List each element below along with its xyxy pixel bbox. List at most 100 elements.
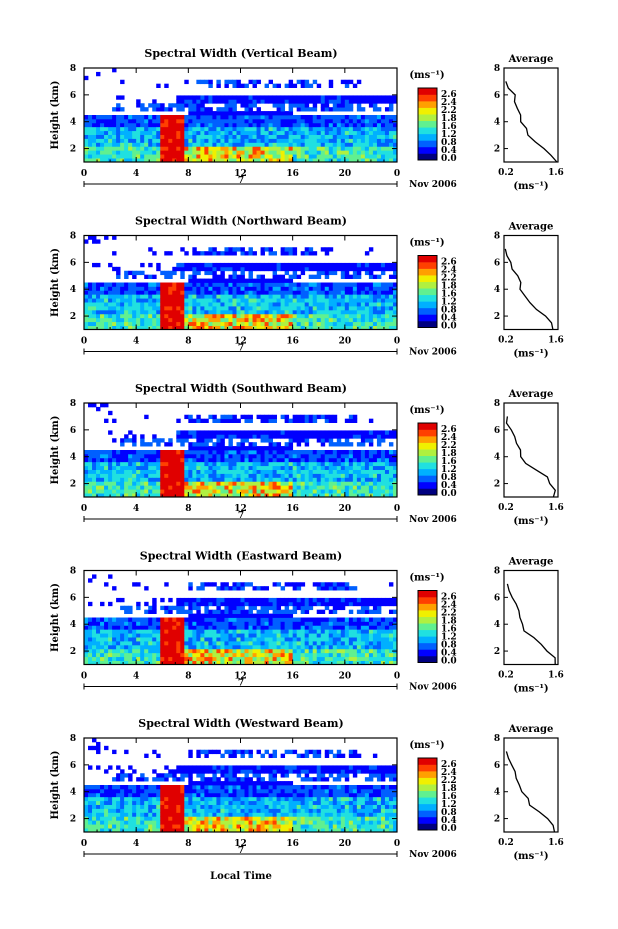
- heatmap-cell: [220, 438, 225, 443]
- heatmap-cell: [320, 270, 326, 276]
- heatmap-cell: [372, 309, 378, 315]
- heatmap-cell: [252, 621, 257, 626]
- profile-y-tick-label: 2: [494, 145, 500, 155]
- heatmap-cell: [280, 122, 286, 128]
- heatmap-cell: [300, 115, 306, 120]
- heatmap-cell: [280, 262, 286, 268]
- heatmap-cell: [184, 477, 189, 482]
- heatmap-cell: [112, 302, 117, 307]
- heatmap-cell: [312, 313, 318, 319]
- heatmap-cell: [360, 461, 366, 467]
- heatmap-cell: [184, 154, 189, 159]
- heatmap-cell: [352, 154, 358, 159]
- heatmap-cell: [232, 95, 237, 100]
- heatmap-cell: [152, 142, 157, 147]
- heatmap-cell: [128, 118, 133, 124]
- heatmap-cell: [148, 247, 153, 252]
- heatmap-cell: [128, 609, 133, 614]
- heatmap-cell: [224, 294, 229, 299]
- heatmap-cell: [220, 493, 225, 498]
- heatmap-cell: [224, 122, 229, 128]
- heatmap-cell: [208, 306, 213, 311]
- heatmap-cell: [388, 477, 394, 482]
- colorbar-swatch: [418, 468, 437, 476]
- heatmap-cell: [292, 489, 298, 494]
- heatmap-cell: [108, 656, 113, 661]
- heatmap-cell: [244, 126, 249, 132]
- heatmap-cell: [340, 306, 346, 311]
- heatmap-cell: [240, 461, 245, 467]
- heatmap-cell: [164, 477, 169, 482]
- heatmap-cell: [192, 262, 197, 268]
- heatmap-cell: [348, 282, 354, 287]
- heatmap-cell: [148, 142, 153, 147]
- heatmap-cell: [120, 453, 125, 459]
- heatmap-cell: [148, 298, 153, 303]
- heatmap-cell: [204, 302, 209, 307]
- heatmap-cell: [220, 278, 225, 283]
- heatmap-cell: [140, 107, 145, 112]
- colorbar-swatch: [418, 281, 437, 289]
- heatmap-cell: [356, 489, 362, 494]
- heatmap-cell: [100, 641, 105, 646]
- heatmap-cell: [184, 282, 189, 287]
- heatmap-cell: [176, 493, 181, 498]
- heatmap-cell: [260, 118, 265, 124]
- heatmap-cell: [140, 469, 145, 474]
- heatmap-cell: [284, 461, 290, 467]
- heatmap-cell: [184, 150, 189, 155]
- heatmap-cell: [320, 118, 326, 124]
- heatmap-cell: [220, 266, 225, 272]
- heatmap-cell: [148, 477, 153, 482]
- heatmap-cell: [332, 414, 338, 420]
- heatmap-cell: [284, 656, 290, 661]
- heatmap-cell: [320, 465, 326, 470]
- heatmap-cell: [260, 414, 265, 420]
- heatmap-cell: [304, 294, 310, 299]
- heatmap-cell: [272, 115, 278, 120]
- heatmap-cell: [220, 586, 225, 591]
- heatmap-cell: [156, 621, 161, 626]
- heatmap-cell: [316, 414, 322, 420]
- heatmap-cell: [344, 146, 350, 151]
- heatmap-cell: [200, 493, 205, 498]
- heatmap-cell: [320, 450, 326, 455]
- heatmap-cell: [104, 122, 109, 128]
- heatmap-cell: [196, 158, 201, 163]
- heatmap-cell: [352, 294, 358, 299]
- heatmap-cell: [248, 142, 253, 147]
- heatmap-cell: [280, 450, 286, 455]
- heatmap-cell: [164, 317, 169, 323]
- heatmap-cell: [196, 434, 201, 439]
- profile-y-tick-label: 2: [494, 480, 500, 490]
- heatmap-cell: [368, 418, 374, 423]
- heatmap-cell: [336, 122, 342, 128]
- heatmap-cell: [120, 95, 125, 100]
- heatmap-cell: [132, 309, 137, 315]
- heatmap-cell: [128, 625, 133, 630]
- heatmap-cell: [312, 138, 318, 143]
- heatmap-cell: [364, 262, 370, 268]
- heatmap-cell: [332, 154, 338, 159]
- heatmap-cell: [200, 298, 205, 303]
- heatmap-cell: [132, 158, 137, 163]
- heatmap-cells: [84, 574, 398, 665]
- heatmap-cell: [240, 122, 245, 128]
- heatmap-cell: [268, 629, 273, 634]
- heatmap-cell: [180, 286, 185, 291]
- heatmap-cell: [152, 103, 157, 108]
- heatmap-cell: [276, 660, 282, 665]
- heatmap-cell: [92, 450, 97, 455]
- heatmap-cell: [200, 660, 205, 665]
- heatmap-cell: [216, 605, 221, 611]
- heatmap-cell: [168, 450, 173, 455]
- heatmap-cell: [204, 79, 209, 85]
- y-tick-label: 8: [70, 232, 76, 242]
- heatmap-cell: [172, 118, 177, 124]
- heatmap-cell: [192, 270, 197, 276]
- heatmap-cell: [184, 126, 189, 132]
- heatmap-cell: [120, 302, 125, 307]
- heatmap-cell: [132, 118, 137, 124]
- heatmap-cell: [168, 597, 173, 603]
- heatmap-cell: [248, 115, 253, 120]
